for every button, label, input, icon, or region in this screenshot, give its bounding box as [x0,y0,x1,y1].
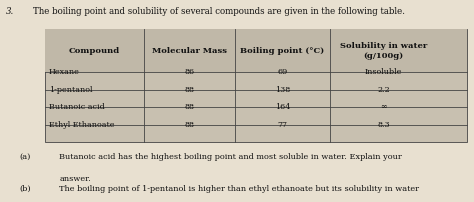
Text: Insoluble: Insoluble [365,68,402,76]
Text: (a): (a) [19,153,30,161]
Bar [45,29,467,72]
Text: Compound: Compound [69,47,120,55]
Text: Molecular Mass: Molecular Mass [152,47,227,55]
Text: Butanoic acid has the highest boiling point and most soluble in water. Explain y: Butanoic acid has the highest boiling po… [59,153,402,161]
Text: Ethyl Ethanoate: Ethyl Ethanoate [49,121,114,129]
Text: 88: 88 [184,121,194,129]
Text: Solubility in water
(g/100g): Solubility in water (g/100g) [340,42,427,60]
Text: 88: 88 [184,86,194,94]
Text: 3.: 3. [6,7,14,16]
Text: Hexane: Hexane [49,68,80,76]
Text: 164: 164 [274,103,290,111]
Text: 88: 88 [184,103,194,111]
Text: ∞: ∞ [380,103,387,111]
Text: (b): (b) [19,185,31,193]
Text: Butanoic acid: Butanoic acid [49,103,105,111]
Text: The boiling point and solubility of several compounds are given in the following: The boiling point and solubility of seve… [33,7,405,16]
Text: 77: 77 [277,121,287,129]
Text: Boiling point (°C): Boiling point (°C) [240,47,324,55]
Text: 138: 138 [275,86,290,94]
Text: 8.3: 8.3 [377,121,390,129]
Text: answer.: answer. [59,175,91,183]
Text: 86: 86 [184,68,195,76]
Text: 1-pentanol: 1-pentanol [49,86,92,94]
Text: The boiling point of 1-pentanol is higher than ethyl ethanoate but its solubilit: The boiling point of 1-pentanol is highe… [59,185,419,193]
Text: 69: 69 [277,68,287,76]
Bar [45,29,467,142]
Text: 2.2: 2.2 [377,86,390,94]
